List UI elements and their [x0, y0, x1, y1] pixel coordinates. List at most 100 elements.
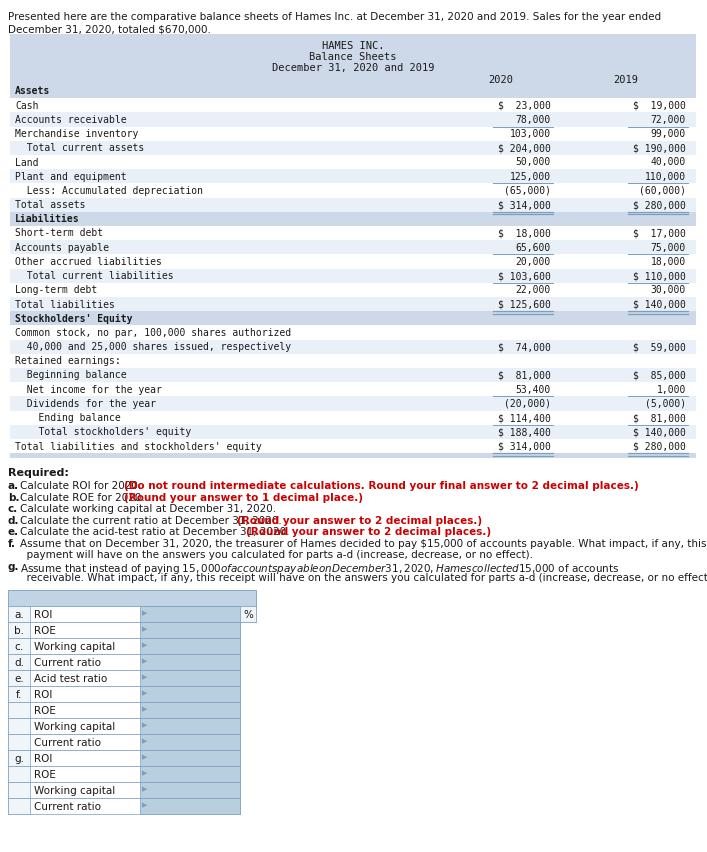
Text: Calculate the acid-test ratio at December 31, 2020.: Calculate the acid-test ratio at Decembe… — [20, 527, 293, 537]
Text: $  17,000: $ 17,000 — [633, 228, 686, 239]
Bar — [140, 638, 240, 654]
Bar — [10, 128, 696, 141]
Text: (5,000): (5,000) — [645, 399, 686, 408]
Text: $  81,000: $ 81,000 — [498, 370, 551, 380]
Text: $ 103,600: $ 103,600 — [498, 271, 551, 281]
Text: $ 280,000: $ 280,000 — [633, 441, 686, 451]
Bar — [140, 718, 240, 734]
Bar — [10, 383, 696, 397]
Bar — [10, 227, 696, 241]
Text: Common stock, no par, 100,000 shares authorized: Common stock, no par, 100,000 shares aut… — [15, 327, 291, 337]
Text: Liabilities: Liabilities — [15, 214, 80, 224]
Text: 2019: 2019 — [614, 75, 638, 85]
Text: Net income for the year: Net income for the year — [15, 384, 162, 394]
Bar — [10, 184, 696, 199]
Text: $ 140,000: $ 140,000 — [633, 427, 686, 437]
Bar — [10, 99, 696, 113]
Bar — [140, 654, 240, 670]
Text: Working capital: Working capital — [34, 721, 115, 731]
Bar — [8, 750, 30, 766]
Bar — [10, 113, 696, 128]
Bar — [8, 654, 240, 670]
Bar — [10, 397, 696, 412]
Text: Calculate ROI for 2020.: Calculate ROI for 2020. — [20, 481, 144, 491]
Bar — [140, 766, 240, 782]
Text: ROE: ROE — [34, 769, 56, 779]
Bar — [10, 269, 696, 284]
Bar — [8, 766, 240, 782]
Bar — [10, 354, 696, 369]
Text: Dividends for the year: Dividends for the year — [15, 399, 156, 408]
Text: ▶: ▶ — [142, 769, 147, 774]
Bar — [140, 622, 240, 638]
Bar — [10, 312, 696, 326]
Text: ROI: ROI — [34, 689, 52, 699]
Text: Short-term debt: Short-term debt — [15, 228, 103, 239]
Bar — [8, 686, 240, 702]
Text: ▶: ▶ — [142, 737, 147, 743]
Text: Merchandise inventory: Merchandise inventory — [15, 129, 139, 139]
Bar — [8, 638, 30, 654]
Bar — [10, 170, 696, 184]
Bar — [10, 199, 696, 212]
Bar — [10, 369, 696, 383]
Bar — [8, 670, 240, 686]
Text: a.: a. — [14, 609, 24, 619]
Bar — [8, 622, 240, 638]
Text: g.: g. — [14, 753, 24, 763]
Text: Working capital: Working capital — [34, 641, 115, 651]
Text: ▶: ▶ — [142, 705, 147, 711]
Text: ▶: ▶ — [142, 609, 147, 615]
Text: f.: f. — [8, 538, 16, 548]
Text: Total liabilities: Total liabilities — [15, 299, 115, 309]
Text: Assume that instead of paying $15,000 of accounts payable on December 31, 2020, : Assume that instead of paying $15,000 of… — [20, 561, 619, 575]
Text: e.: e. — [14, 673, 24, 683]
Text: Retained earnings:: Retained earnings: — [15, 356, 121, 366]
Bar — [140, 686, 240, 702]
Text: Beginning balance: Beginning balance — [15, 370, 127, 380]
Text: d.: d. — [8, 515, 20, 525]
Text: (20,000): (20,000) — [504, 399, 551, 408]
Text: Total assets: Total assets — [15, 200, 86, 210]
Text: $ 114,400: $ 114,400 — [498, 412, 551, 423]
Text: Land: Land — [15, 158, 38, 167]
Text: $ 125,600: $ 125,600 — [498, 299, 551, 309]
Text: receivable. What impact, if any, this receipt will have on the answers you calcu: receivable. What impact, if any, this re… — [20, 573, 707, 583]
Text: ▶: ▶ — [142, 801, 147, 807]
Text: $  19,000: $ 19,000 — [633, 101, 686, 111]
Bar — [8, 606, 30, 622]
Bar — [140, 606, 240, 622]
Text: 40,000: 40,000 — [650, 158, 686, 167]
Text: Plant and equipment: Plant and equipment — [15, 171, 127, 181]
Bar — [140, 734, 240, 750]
Text: a.: a. — [8, 481, 19, 491]
Text: ▶: ▶ — [142, 689, 147, 695]
Text: 53,400: 53,400 — [515, 384, 551, 394]
Text: c.: c. — [14, 641, 23, 651]
Bar — [10, 425, 696, 440]
Text: Cash: Cash — [15, 101, 38, 111]
Text: ROE: ROE — [34, 625, 56, 635]
Text: Required:: Required: — [8, 468, 69, 478]
Text: Long-term debt: Long-term debt — [15, 285, 98, 295]
Text: ▶: ▶ — [142, 785, 147, 791]
Text: Assume that on December 31, 2020, the treasurer of Hames decided to pay $15,000 : Assume that on December 31, 2020, the tr… — [20, 538, 706, 548]
Bar — [8, 702, 240, 718]
Bar — [10, 156, 696, 170]
Bar — [140, 702, 240, 718]
Text: (Round your answer to 2 decimal places.): (Round your answer to 2 decimal places.) — [246, 527, 491, 537]
Text: $ 314,000: $ 314,000 — [498, 441, 551, 451]
Text: $ 314,000: $ 314,000 — [498, 200, 551, 210]
Text: Acid test ratio: Acid test ratio — [34, 673, 107, 683]
Text: Other accrued liabilities: Other accrued liabilities — [15, 256, 162, 267]
Text: ▶: ▶ — [142, 641, 147, 647]
Bar — [8, 750, 240, 766]
Bar — [10, 241, 696, 255]
Text: c.: c. — [8, 504, 18, 514]
Text: $ 190,000: $ 190,000 — [633, 143, 686, 153]
Bar — [8, 654, 30, 670]
Text: ▶: ▶ — [142, 753, 147, 759]
Bar — [8, 590, 256, 606]
Bar — [140, 750, 240, 766]
Text: 110,000: 110,000 — [645, 171, 686, 181]
